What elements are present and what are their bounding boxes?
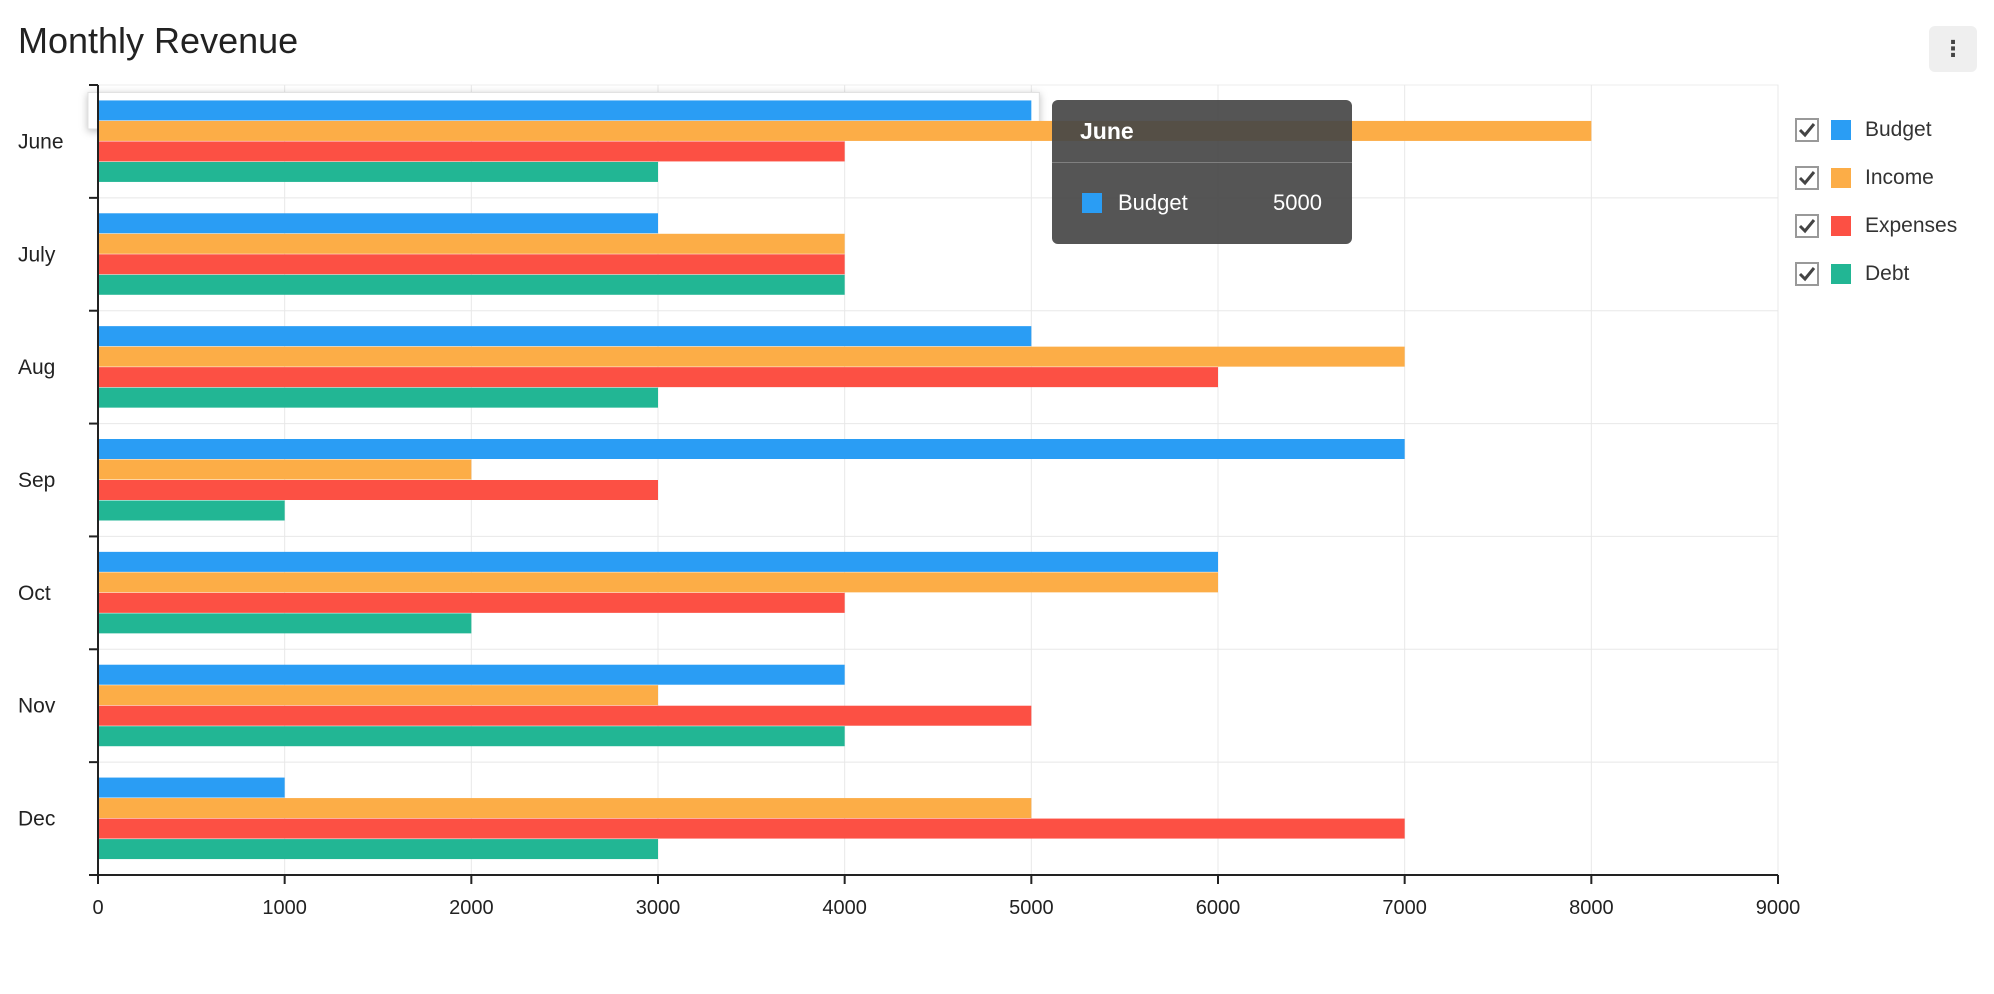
x-tick-label: 4000 [822, 897, 867, 919]
bar-income-oct [98, 572, 1218, 593]
more-options-button[interactable]: ⋮ [1929, 26, 1977, 72]
chart-tooltip: June Budget 5000 [1052, 100, 1352, 244]
bar-budget-nov [98, 664, 845, 685]
bar-budget-aug [98, 326, 1032, 347]
legend-checkbox[interactable] [1795, 262, 1819, 286]
bar-income-july [98, 233, 845, 254]
bar-income-nov [98, 685, 658, 706]
legend-checkbox[interactable] [1795, 166, 1819, 190]
bar-debt-july [98, 274, 845, 295]
legend-item-debt[interactable]: Debt [1795, 250, 1957, 298]
bar-income-june [98, 120, 1592, 141]
bar-debt-nov [98, 726, 845, 747]
y-tick-label: Nov [18, 695, 56, 718]
legend-swatch [1831, 264, 1851, 284]
bar-income-sep [98, 459, 472, 480]
legend-item-budget[interactable]: Budget [1795, 106, 1957, 154]
bar-budget-june [98, 100, 1032, 121]
legend-swatch [1831, 120, 1851, 140]
tooltip-title: June [1052, 100, 1352, 163]
legend-label: Budget [1865, 118, 1932, 141]
bar-budget-sep [98, 439, 1405, 459]
y-tick-label: Sep [18, 469, 55, 492]
bar-budget-oct [98, 551, 1218, 572]
y-tick-label: June [18, 130, 64, 153]
bar-debt-dec [98, 839, 658, 860]
x-tick-label: 6000 [1196, 897, 1241, 919]
legend-checkbox[interactable] [1795, 214, 1819, 238]
checkmark-icon [1798, 123, 1816, 138]
bar-expenses-nov [98, 705, 1032, 726]
legend-label: Expenses [1865, 214, 1958, 237]
x-tick-label: 3000 [636, 897, 681, 919]
bar-debt-june [98, 161, 658, 182]
legend-swatch [1831, 168, 1851, 188]
legend-checkbox[interactable] [1795, 118, 1819, 142]
checkmark-icon [1798, 219, 1816, 234]
bar-expenses-june [98, 141, 845, 162]
legend-label: Income [1865, 166, 1934, 189]
bar-expenses-sep [98, 480, 658, 500]
x-tick-label: 8000 [1569, 897, 1614, 919]
more-vertical-icon: ⋮ [1942, 36, 1964, 61]
y-tick-label: July [18, 243, 56, 266]
bar-debt-sep [98, 500, 285, 521]
tooltip-value: 5000 [1273, 190, 1322, 215]
bar-income-aug [98, 346, 1405, 367]
bar-budget-july [98, 213, 658, 234]
x-tick-label: 0 [92, 897, 103, 919]
x-tick-label: 2000 [449, 897, 494, 919]
chart-legend: Budget Income Expenses Debt [1795, 106, 1957, 298]
y-tick-label: Oct [18, 582, 51, 605]
y-tick-label: Dec [18, 808, 55, 831]
checkmark-icon [1798, 267, 1816, 282]
y-tick-label: Aug [18, 356, 55, 379]
tooltip-series-name: Budget [1118, 190, 1188, 215]
bar-expenses-dec [98, 818, 1405, 839]
tooltip-row: Budget 5000 [1052, 163, 1352, 243]
x-tick-label: 5000 [1009, 897, 1054, 919]
bar-budget-dec [98, 777, 285, 798]
bar-debt-aug [98, 387, 658, 408]
bar-expenses-july [98, 254, 845, 275]
tooltip-swatch [1082, 193, 1102, 213]
chart-title: Monthly Revenue [18, 20, 299, 61]
bar-expenses-oct [98, 592, 845, 613]
legend-item-income[interactable]: Income [1795, 154, 1957, 202]
bar-income-dec [98, 798, 1032, 819]
bar-debt-oct [98, 613, 472, 634]
checkmark-icon [1798, 171, 1816, 186]
legend-label: Debt [1865, 262, 1910, 285]
x-tick-label: 1000 [262, 897, 307, 919]
x-tick-label: 7000 [1382, 897, 1427, 919]
legend-item-expenses[interactable]: Expenses [1795, 202, 1957, 250]
legend-swatch [1831, 216, 1851, 236]
bar-expenses-aug [98, 367, 1218, 388]
x-tick-label: 9000 [1756, 897, 1801, 919]
